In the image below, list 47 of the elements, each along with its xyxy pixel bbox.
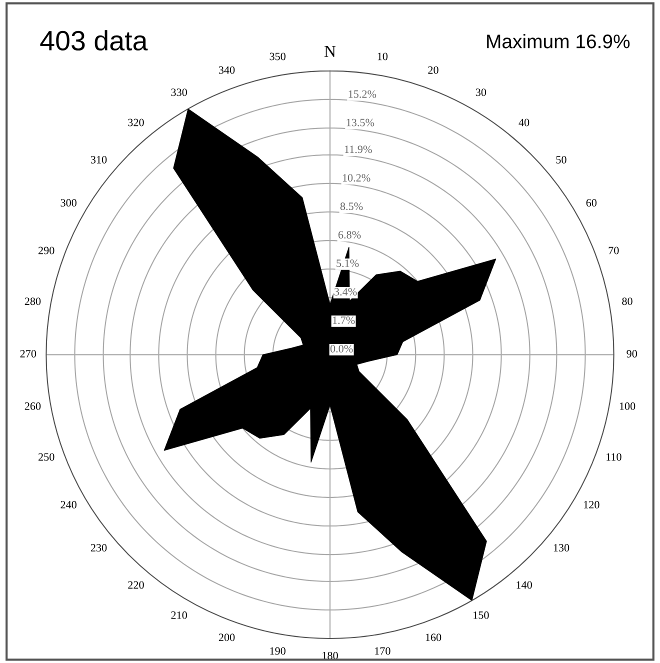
- spoke-label: 40: [518, 118, 530, 126]
- spoke-label: 150: [474, 611, 489, 619]
- spoke-label: 90: [626, 350, 637, 358]
- spoke-label: 250: [38, 453, 54, 461]
- text: Maximum 16.9%: [487, 34, 630, 48]
- spoke-label: 240: [60, 500, 76, 508]
- y-tick-label: 1.7%: [332, 316, 355, 324]
- spoke-label: 110: [606, 453, 622, 461]
- spoke-label: 20: [428, 66, 438, 74]
- y-tick-label: 13.5%: [346, 118, 374, 126]
- spoke-label: N: [324, 46, 336, 57]
- spoke-label: 270: [20, 350, 36, 358]
- text: 403 data: [40, 30, 148, 51]
- y-tick-label: 8.5%: [340, 202, 363, 210]
- spoke-label: 50: [556, 156, 566, 164]
- spoke-label: 320: [128, 118, 144, 126]
- spoke-label: 350: [270, 52, 286, 60]
- spoke-label: 140: [516, 581, 532, 589]
- y-tick-label: 15.2%: [348, 90, 376, 98]
- spoke-label: 280: [24, 298, 41, 306]
- spoke-label: 220: [128, 581, 144, 589]
- spoke-label: 170: [375, 647, 390, 655]
- spoke-label: 210: [171, 611, 187, 619]
- spoke-label: 330: [171, 88, 187, 96]
- spoke-label: 120: [584, 500, 600, 508]
- spoke-label: 300: [60, 199, 76, 207]
- spoke-label: 70: [608, 246, 619, 254]
- spoke-label: 30: [476, 88, 486, 96]
- spoke-label: 260: [24, 402, 41, 410]
- spoke-label: 230: [90, 544, 107, 552]
- spoke-label: 310: [90, 156, 107, 164]
- spoke-label: 80: [622, 298, 632, 306]
- y-tick-label: 6.8%: [338, 231, 361, 239]
- spoke-label: 160: [426, 634, 442, 642]
- y-tick-label: 0.0%: [330, 344, 353, 352]
- spoke-label: 200: [218, 634, 235, 642]
- y-tick-label: 5.1%: [336, 260, 359, 268]
- y-tick-label: 11.9%: [344, 146, 372, 154]
- spoke-label: 130: [554, 544, 570, 552]
- y-tick-label: 3.4%: [334, 288, 357, 296]
- spoke-label: 290: [38, 246, 54, 254]
- spoke-label: 10: [378, 52, 388, 60]
- y-tick-label: 10.2%: [342, 174, 370, 182]
- spoke-label: 60: [586, 199, 597, 207]
- spoke-label: 340: [218, 66, 235, 74]
- spoke-label: 190: [270, 647, 286, 655]
- spoke-label: 100: [620, 402, 636, 410]
